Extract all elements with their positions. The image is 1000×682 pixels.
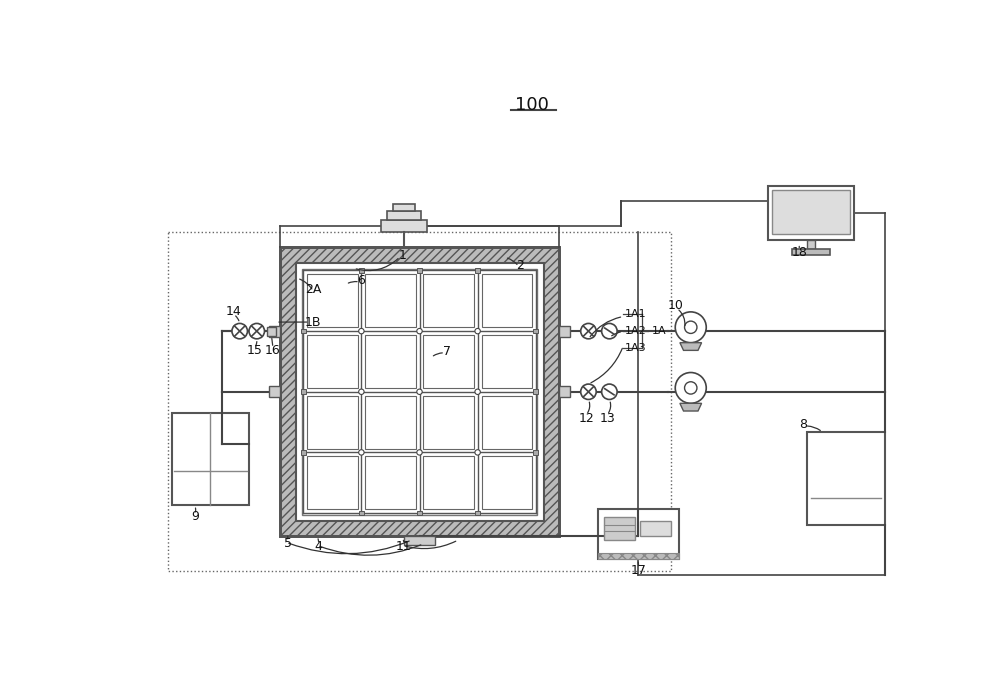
- Text: 6: 6: [357, 274, 365, 287]
- Text: 8: 8: [799, 418, 807, 431]
- Text: 7: 7: [443, 345, 451, 358]
- Bar: [301, 329, 306, 333]
- Text: 9: 9: [191, 510, 199, 523]
- Text: 4: 4: [315, 540, 323, 553]
- Bar: [772, 190, 850, 235]
- Text: 2: 2: [516, 258, 524, 271]
- Bar: [640, 521, 671, 536]
- Bar: [267, 327, 276, 336]
- Bar: [365, 274, 416, 327]
- Bar: [296, 263, 544, 521]
- Bar: [807, 432, 885, 524]
- Bar: [307, 396, 358, 449]
- Circle shape: [602, 323, 617, 339]
- Text: 5: 5: [284, 537, 292, 550]
- Bar: [482, 274, 532, 327]
- Bar: [559, 326, 570, 336]
- Text: 1A1: 1A1: [625, 309, 646, 319]
- Bar: [168, 232, 671, 571]
- Circle shape: [475, 449, 480, 455]
- Text: 2A: 2A: [305, 283, 322, 296]
- Circle shape: [685, 382, 697, 394]
- Text: 16: 16: [265, 344, 281, 357]
- Bar: [359, 511, 364, 516]
- Bar: [792, 249, 830, 255]
- Bar: [417, 268, 422, 273]
- Text: 1A: 1A: [652, 326, 667, 336]
- Circle shape: [475, 389, 480, 394]
- Circle shape: [675, 312, 706, 342]
- Bar: [387, 211, 421, 220]
- Bar: [365, 456, 416, 509]
- Text: 1: 1: [399, 249, 406, 262]
- Text: 18: 18: [791, 246, 807, 259]
- Bar: [482, 456, 532, 509]
- Bar: [301, 389, 306, 394]
- Bar: [533, 389, 538, 394]
- Polygon shape: [680, 342, 702, 351]
- Bar: [307, 456, 358, 509]
- Text: 1A2: 1A2: [625, 326, 647, 336]
- Bar: [359, 268, 364, 273]
- Text: 10: 10: [667, 299, 683, 312]
- Circle shape: [581, 323, 596, 339]
- Circle shape: [675, 372, 706, 403]
- Text: 12: 12: [578, 412, 594, 425]
- Bar: [269, 326, 280, 336]
- Bar: [533, 329, 538, 333]
- Circle shape: [359, 389, 364, 394]
- Polygon shape: [680, 403, 702, 411]
- Bar: [475, 511, 480, 516]
- Text: 100: 100: [515, 96, 549, 114]
- Bar: [423, 335, 474, 388]
- Bar: [365, 335, 416, 388]
- Bar: [280, 248, 559, 536]
- Circle shape: [359, 449, 364, 455]
- Bar: [301, 450, 306, 455]
- Circle shape: [417, 389, 422, 394]
- Text: 11: 11: [396, 540, 412, 553]
- Bar: [417, 511, 422, 516]
- Bar: [269, 387, 280, 397]
- Text: 1A3: 1A3: [625, 343, 646, 353]
- Bar: [423, 396, 474, 449]
- Circle shape: [475, 329, 480, 333]
- Bar: [768, 186, 854, 239]
- Bar: [598, 509, 679, 559]
- Bar: [381, 220, 427, 232]
- Bar: [393, 203, 415, 211]
- Text: 15: 15: [246, 344, 262, 357]
- Circle shape: [359, 329, 364, 333]
- Circle shape: [685, 321, 697, 333]
- Bar: [482, 396, 532, 449]
- Circle shape: [602, 384, 617, 400]
- Bar: [807, 239, 815, 249]
- Text: 1B: 1B: [305, 316, 322, 329]
- Text: 13: 13: [599, 412, 615, 425]
- Circle shape: [249, 323, 264, 339]
- Text: 17: 17: [631, 564, 647, 577]
- Circle shape: [581, 384, 596, 400]
- Bar: [280, 248, 559, 536]
- Bar: [604, 517, 635, 540]
- Bar: [307, 274, 358, 327]
- Bar: [423, 274, 474, 327]
- Circle shape: [417, 329, 422, 333]
- Circle shape: [417, 449, 422, 455]
- Bar: [559, 387, 570, 397]
- Bar: [365, 396, 416, 449]
- Bar: [423, 456, 474, 509]
- Bar: [533, 450, 538, 455]
- Text: 14: 14: [226, 306, 241, 318]
- Bar: [475, 268, 480, 273]
- Bar: [404, 536, 435, 546]
- Circle shape: [232, 323, 247, 339]
- Bar: [482, 335, 532, 388]
- Bar: [302, 269, 537, 515]
- Bar: [307, 335, 358, 388]
- Bar: [598, 553, 679, 559]
- Bar: [172, 413, 249, 505]
